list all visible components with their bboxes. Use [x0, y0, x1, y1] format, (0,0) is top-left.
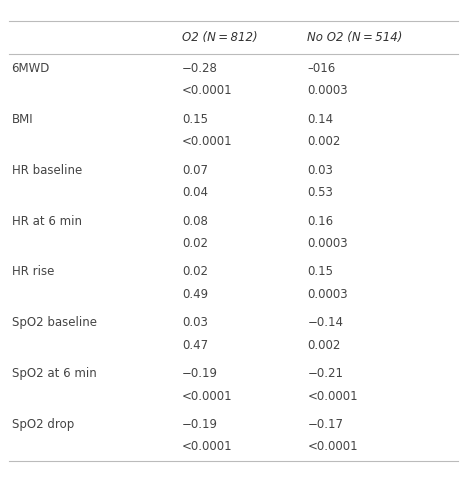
Text: 0.49: 0.49 — [182, 288, 208, 301]
Text: 0.47: 0.47 — [182, 339, 208, 352]
Text: <0.0001: <0.0001 — [182, 84, 233, 97]
Text: 0.0003: 0.0003 — [307, 237, 348, 250]
Text: <0.0001: <0.0001 — [182, 440, 233, 454]
Text: <0.0001: <0.0001 — [182, 389, 233, 402]
Text: −0.14: −0.14 — [307, 316, 343, 329]
Text: <0.0001: <0.0001 — [307, 440, 358, 454]
Text: 6MWD: 6MWD — [12, 62, 50, 75]
Text: <0.0001: <0.0001 — [182, 135, 233, 148]
Text: 0.16: 0.16 — [307, 215, 333, 228]
Text: HR at 6 min: HR at 6 min — [12, 215, 82, 228]
Text: −0.28: −0.28 — [182, 62, 218, 75]
Text: 0.04: 0.04 — [182, 186, 208, 199]
Text: 0.08: 0.08 — [182, 215, 208, 228]
Text: SpO2 at 6 min: SpO2 at 6 min — [12, 367, 96, 380]
Text: 0.02: 0.02 — [182, 237, 208, 250]
Text: HR rise: HR rise — [12, 265, 54, 278]
Text: −0.21: −0.21 — [307, 367, 343, 380]
Text: 0.03: 0.03 — [307, 164, 333, 177]
Text: −0.17: −0.17 — [307, 418, 343, 431]
Text: 0.0003: 0.0003 — [307, 84, 348, 97]
Text: 0.03: 0.03 — [182, 316, 208, 329]
Text: −0.19: −0.19 — [182, 367, 218, 380]
Text: –016: –016 — [307, 62, 336, 75]
Text: 0.15: 0.15 — [307, 265, 333, 278]
Text: <0.0001: <0.0001 — [307, 389, 358, 402]
Text: 0.15: 0.15 — [182, 113, 208, 126]
Text: 0.07: 0.07 — [182, 164, 208, 177]
Text: 0.002: 0.002 — [307, 135, 341, 148]
Text: 0.14: 0.14 — [307, 113, 333, 126]
Text: 0.002: 0.002 — [307, 339, 341, 352]
Text: O2 (N = 812): O2 (N = 812) — [182, 31, 258, 44]
Text: No O2 (N = 514): No O2 (N = 514) — [307, 31, 403, 44]
Text: SpO2 baseline: SpO2 baseline — [12, 316, 97, 329]
Text: SpO2 drop: SpO2 drop — [12, 418, 74, 431]
Text: 0.53: 0.53 — [307, 186, 333, 199]
Text: BMI: BMI — [12, 113, 33, 126]
Text: HR baseline: HR baseline — [12, 164, 82, 177]
Text: 0.02: 0.02 — [182, 265, 208, 278]
Text: −0.19: −0.19 — [182, 418, 218, 431]
Text: 0.0003: 0.0003 — [307, 288, 348, 301]
